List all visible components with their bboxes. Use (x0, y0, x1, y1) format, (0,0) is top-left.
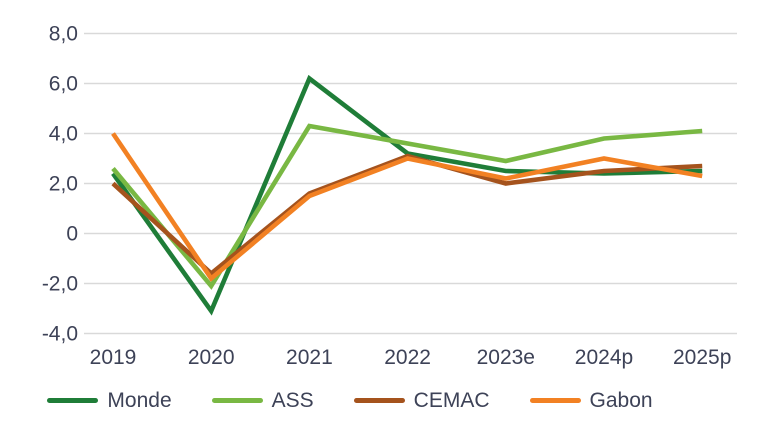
x-axis-tick-label: 2019 (90, 346, 137, 369)
y-axis-tick-label: -4,0 (42, 323, 78, 346)
legend-line-swatch-gabon (529, 398, 581, 403)
y-axis-tick-label: 0 (66, 223, 78, 246)
y-axis-tick-label: 2,0 (49, 173, 78, 196)
legend-label-cemac: CEMAC (413, 389, 490, 412)
x-axis-tick-label: 2024p (575, 346, 633, 369)
legend-item-cemac: CEMAC (353, 389, 490, 412)
series-line-cemac (111, 153, 703, 277)
x-axis-tick-label: 2021 (286, 346, 333, 369)
chart-legend: Monde ASS CEMAC Gabon (0, 390, 700, 411)
legend-item-ass: ASS (211, 389, 314, 412)
series-line-gabon (111, 132, 703, 282)
series-line-monde (111, 74, 703, 316)
legend-line-swatch-ass (211, 398, 263, 403)
x-axis-tick-label: 2025p (673, 346, 731, 369)
gdp-growth-line-chart: 8,0 6,0 4,0 2,0 0 -2,0 -4,0 2019 2020 2021 2022 202… (42, 23, 737, 369)
legend-label-gabon: Gabon (589, 389, 653, 412)
x-axis-tick-label: 2023e (477, 346, 535, 369)
legend-label-monde: Monde (107, 389, 172, 412)
y-axis-tick-label: 6,0 (49, 73, 78, 96)
legend-item-monde: Monde (47, 389, 172, 412)
y-axis-tick-label: 4,0 (49, 123, 78, 146)
series-line-ass (111, 123, 703, 290)
legend-item-gabon: Gabon (529, 389, 653, 412)
y-axis-tick-label: 8,0 (49, 23, 78, 46)
legend-label-ass: ASS (271, 389, 314, 412)
x-axis-tick-label: 2020 (188, 346, 235, 369)
x-axis-tick-label: 2022 (384, 346, 431, 369)
y-axis-tick-label: -2,0 (42, 273, 78, 296)
legend-line-swatch-cemac (353, 398, 405, 403)
legend-line-swatch-monde (47, 398, 99, 403)
